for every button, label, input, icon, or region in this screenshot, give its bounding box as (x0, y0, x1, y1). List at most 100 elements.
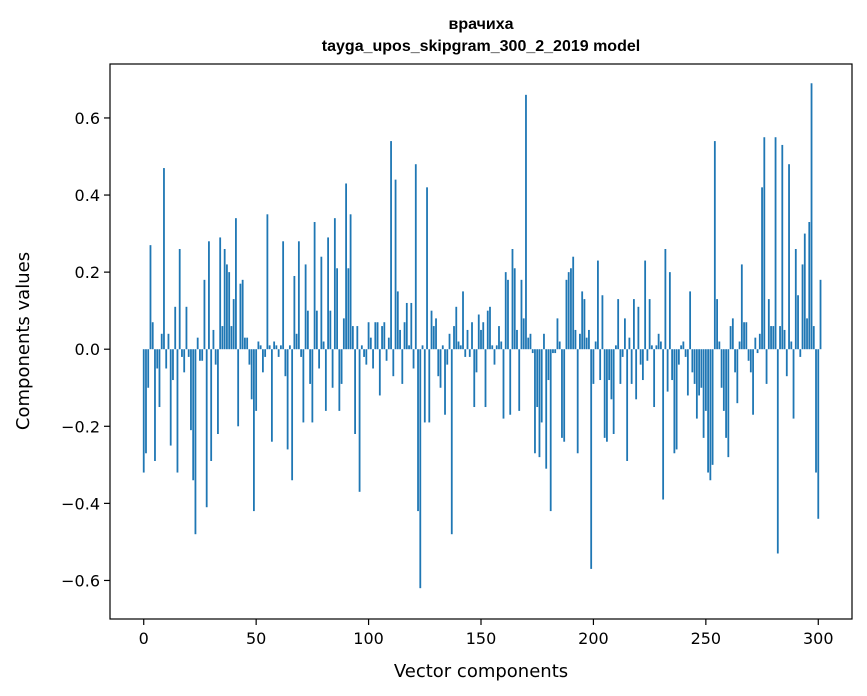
bar (394, 179, 397, 350)
bar (374, 322, 377, 350)
bar (525, 94, 527, 350)
chart-subtitle: tayga_upos_skipgram_300_2_2019 model (322, 38, 640, 55)
bar (376, 322, 379, 350)
bar (468, 349, 471, 357)
bar (167, 333, 170, 350)
bar (815, 349, 817, 473)
bar (313, 222, 316, 350)
bar (219, 237, 222, 350)
bar (187, 349, 190, 357)
bar (378, 349, 381, 396)
x-tick-label: 150 (466, 629, 497, 648)
bar (284, 349, 287, 377)
bar (190, 349, 192, 431)
bar (369, 337, 372, 350)
x-tick-label: 50 (246, 629, 266, 648)
bar (410, 302, 413, 350)
bars-group (142, 83, 822, 589)
bar (797, 295, 799, 350)
bar (565, 279, 568, 350)
bar (455, 306, 458, 350)
bar (612, 349, 615, 434)
bar (338, 349, 341, 411)
y-tick-label: 0.0 (75, 340, 100, 359)
bar (158, 349, 161, 408)
bar (509, 349, 512, 415)
bar (273, 341, 276, 350)
bar (390, 141, 392, 350)
bar (235, 218, 237, 350)
bar (174, 306, 177, 350)
bar (671, 349, 674, 381)
bar (345, 183, 347, 350)
bar (819, 279, 822, 350)
bar (282, 241, 285, 350)
bar (516, 329, 518, 350)
bar (239, 283, 242, 350)
bar (691, 349, 694, 373)
bar (504, 272, 507, 350)
bar (677, 349, 680, 365)
bar (579, 333, 581, 350)
bar (320, 256, 323, 350)
bar (704, 349, 707, 411)
bar (637, 306, 640, 350)
bar (196, 337, 199, 350)
bar (435, 318, 437, 350)
x-tick-label: 200 (578, 629, 609, 648)
bar (318, 349, 321, 369)
bar (767, 299, 770, 350)
bar (169, 349, 172, 446)
bar (752, 349, 754, 415)
bar (781, 144, 784, 350)
bar (142, 349, 145, 473)
bar (279, 345, 282, 350)
bar (250, 349, 253, 400)
bar (246, 337, 249, 350)
bar (664, 249, 667, 350)
bar (615, 345, 617, 350)
bar (709, 349, 712, 481)
bar (716, 299, 718, 350)
bar (275, 345, 278, 350)
bar (203, 279, 206, 350)
bar (763, 137, 766, 350)
bar (176, 349, 179, 473)
bar (201, 349, 204, 361)
bar (221, 326, 224, 350)
bar (421, 345, 424, 350)
bar (446, 349, 449, 365)
bar (205, 349, 208, 508)
bar (154, 349, 156, 461)
bar (484, 349, 487, 408)
bar (518, 349, 521, 411)
bar (414, 164, 417, 350)
bar (513, 268, 516, 350)
bar (606, 349, 608, 442)
bar (689, 291, 692, 350)
bar (297, 241, 300, 350)
x-axis-ticks: 0 50 100 150 200 250 300 (139, 619, 834, 648)
bar (770, 326, 772, 350)
x-tick-label: 250 (691, 629, 722, 648)
bar (145, 349, 147, 454)
bar (583, 299, 586, 350)
bar (181, 349, 183, 357)
bar (408, 345, 410, 350)
bar (259, 345, 262, 350)
bar (199, 349, 201, 361)
bar (163, 168, 165, 350)
bar (268, 345, 271, 350)
bar (230, 326, 233, 350)
bar (808, 222, 811, 350)
bar (257, 341, 260, 350)
bar (453, 326, 455, 350)
y-tick-label: −0.6 (61, 571, 100, 590)
bar (342, 318, 345, 350)
bar (500, 341, 503, 350)
bar (619, 349, 622, 384)
bar (253, 349, 255, 512)
bar (785, 349, 788, 377)
bar (740, 264, 743, 350)
bar (749, 349, 752, 373)
